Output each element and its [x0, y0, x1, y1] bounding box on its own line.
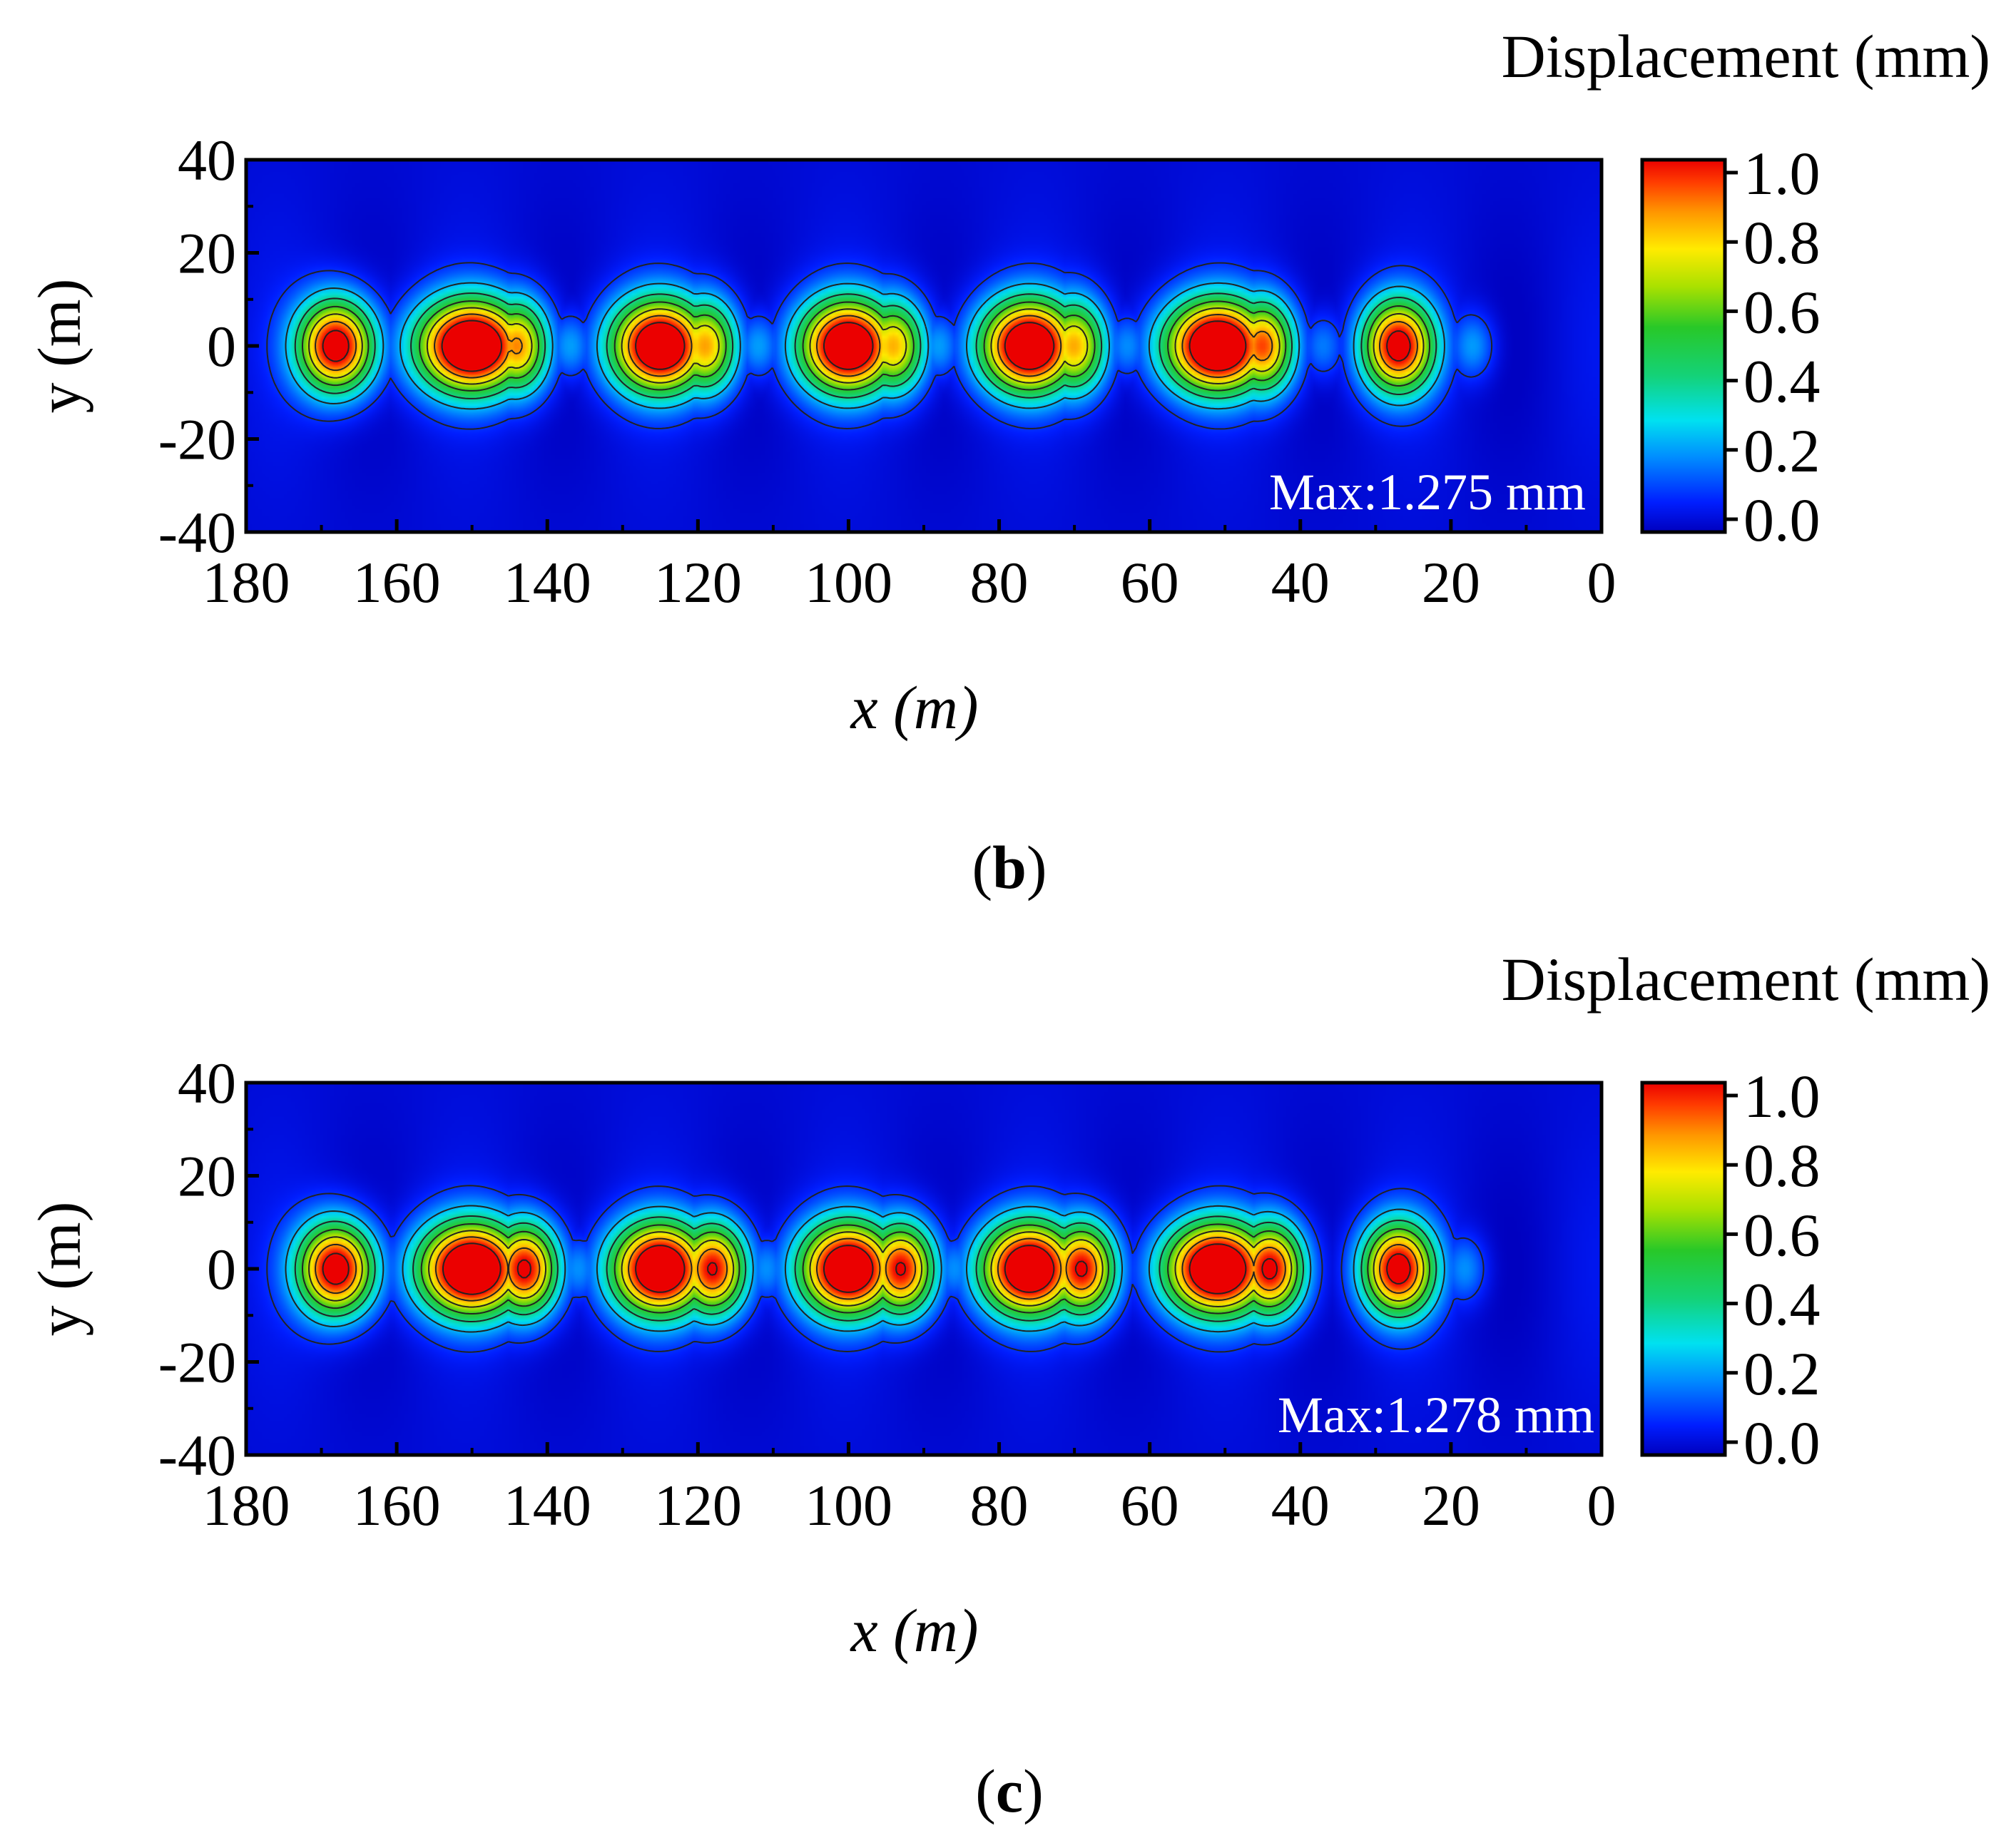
y-tick-label: 40 [178, 128, 236, 193]
y-tick-label: 0 [207, 1237, 236, 1302]
panel-label: (c) [975, 1757, 1043, 1825]
panel-b: Displacement (mm) 180 160 140 120 100 80 60 40 2… [25, 22, 1990, 902]
contour-line-0.55 [302, 1223, 1430, 1314]
colorbar-gradient [1642, 1083, 1725, 1455]
x-tick-label: 120 [654, 1473, 742, 1538]
contour-line-0.25 [285, 1205, 1445, 1333]
contour-fill [246, 160, 1602, 532]
x-tick-label: 160 [353, 1473, 441, 1538]
contour-line-0.1 [266, 262, 1493, 430]
colorbar-tick-label: 0.4 [1743, 1270, 1821, 1339]
colorbar-frame [1640, 158, 1727, 534]
plot-area: 180 160 140 120 100 80 60 40 20 0 40 20 0 -20 -40 Max… [158, 128, 1617, 615]
contour-line-0.25 [285, 282, 1445, 410]
colorbar-tick-label: 0.8 [1743, 1131, 1821, 1200]
y-axis-ticks: 40 20 0 -20 -40 [158, 128, 259, 565]
colorbar-frame [1640, 1081, 1727, 1457]
x-tick-label: 60 [1121, 1473, 1179, 1538]
x-tick-label: 80 [970, 1473, 1029, 1538]
y-tick-label: 40 [178, 1051, 236, 1115]
x-axis-ticks: 180 160 140 120 100 80 60 40 20 0 [203, 1442, 1617, 1538]
contour-line-1 [322, 1242, 1411, 1295]
colorbar-fill [1642, 160, 1725, 532]
max-annotation: Max:1.278 mm [1278, 1387, 1594, 1444]
x-tick-label: 0 [1587, 1473, 1617, 1538]
y-axis-ticks: 40 20 0 -20 -40 [158, 1051, 259, 1488]
x-tick-label: 100 [805, 550, 892, 615]
contour-line-0.85 [315, 313, 1418, 379]
colorbar: 0.00.20.40.60.81.0 [1640, 139, 1821, 554]
colorbar-tick-label: 0.0 [1743, 486, 1821, 554]
colorbar-tick-label: 1.0 [1743, 1062, 1821, 1130]
x-tick-label: 160 [353, 550, 441, 615]
x-tick-label: 140 [504, 550, 591, 615]
x-tick-label: 100 [805, 1473, 892, 1538]
contour-line-0.7 [308, 307, 1425, 385]
y-axis-label: y (m) [25, 1202, 93, 1337]
x-tick-label: 180 [203, 550, 290, 615]
y-tick-label: -20 [158, 407, 236, 472]
contour-line-0.55 [302, 300, 1430, 392]
panel-c: Displacement (mm) 180 160 140 120 100 80 60 40 2… [25, 945, 1990, 1825]
contour-line-0.1 [266, 1185, 1485, 1353]
contour-lines [266, 1185, 1485, 1353]
colorbar-tick-label: 0.8 [1743, 208, 1821, 277]
max-annotation: Max:1.275 mm [1269, 464, 1586, 521]
colorbar-title: Displacement (mm) [1502, 22, 1990, 91]
x-tick-label: 40 [1271, 1473, 1330, 1538]
y-tick-label: -40 [158, 500, 236, 565]
x-axis-label: x (m) [849, 673, 978, 742]
contour-line-0.7 [308, 1230, 1425, 1308]
colorbar-tick-label: 0.4 [1743, 347, 1821, 416]
y-tick-label: 20 [178, 1144, 236, 1209]
colorbar-gradient [1642, 160, 1725, 532]
y-axis-label: y (m) [25, 279, 93, 414]
colorbar-title: Displacement (mm) [1502, 945, 1990, 1014]
contour-field [246, 160, 1602, 532]
y-tick-label: -40 [158, 1423, 236, 1488]
contour-line-1 [322, 320, 1411, 372]
x-tick-label: 120 [654, 550, 742, 615]
colorbar: 0.00.20.40.60.81.0 [1640, 1062, 1821, 1477]
x-tick-label: 180 [203, 1473, 290, 1538]
colorbar-tick-label: 0.6 [1743, 277, 1821, 346]
contour-fill [246, 1083, 1602, 1455]
contour-field [246, 1083, 1602, 1455]
y-tick-label: 20 [178, 221, 236, 286]
colorbar-tick-label: 1.0 [1743, 139, 1821, 208]
x-tick-label: 20 [1422, 1473, 1480, 1538]
x-tick-label: 80 [970, 550, 1029, 615]
colorbar-tick-label: 0.6 [1743, 1200, 1821, 1269]
colorbar-tick-label: 0.2 [1743, 417, 1821, 485]
x-tick-label: 0 [1587, 550, 1617, 615]
x-tick-label: 40 [1271, 550, 1330, 615]
colorbar-ticks: 0.00.20.40.60.81.0 [1725, 1062, 1821, 1477]
y-tick-label: -20 [158, 1330, 236, 1395]
y-tick-label: 0 [207, 314, 236, 379]
panel-label: (b) [972, 833, 1047, 902]
plot-area: 180 160 140 120 100 80 60 40 20 0 40 20 0 -20 -40 Max… [158, 1051, 1617, 1538]
colorbar-ticks: 0.00.20.40.60.81.0 [1725, 139, 1821, 554]
contour-line-0.4 [294, 292, 1437, 399]
x-axis-label: x (m) [849, 1596, 978, 1665]
x-tick-label: 140 [504, 1473, 591, 1538]
contour-lines [266, 262, 1493, 430]
x-tick-label: 20 [1422, 550, 1480, 615]
contour-line-0.85 [315, 1236, 1418, 1302]
colorbar-fill [1642, 1083, 1725, 1455]
colorbar-tick-label: 0.0 [1743, 1409, 1821, 1477]
colorbar-tick-label: 0.2 [1743, 1339, 1821, 1408]
x-tick-label: 60 [1121, 550, 1179, 615]
x-axis-ticks: 180 160 140 120 100 80 60 40 20 0 [203, 519, 1617, 615]
contour-line-0.4 [294, 1215, 1437, 1322]
